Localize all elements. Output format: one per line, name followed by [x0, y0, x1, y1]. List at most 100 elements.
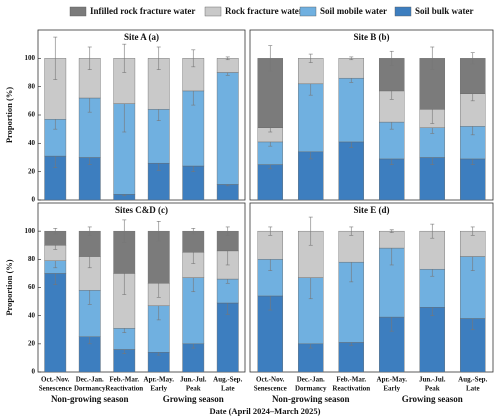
y-tick-label: 0: [32, 196, 36, 204]
bar-segment: [378, 121, 405, 160]
error-bar: [191, 49, 196, 68]
error-bar: [430, 46, 435, 70]
x-tick-sublabel: Peak: [425, 385, 440, 393]
error-bar: [308, 216, 313, 246]
error-bar: [53, 228, 58, 235]
y-tick-label: 80: [28, 255, 36, 263]
x-tick-label: Feb.-Mar.: [109, 376, 139, 384]
error-bar: [268, 226, 273, 236]
error-bar: [87, 226, 92, 236]
error-bar: [308, 53, 313, 63]
x-tick-label: Jun.-Jul.: [180, 376, 207, 384]
x-tick-sublabel: Senescence: [39, 385, 72, 393]
error-bar: [389, 50, 394, 66]
y-axis-label: Proportion (%): [4, 259, 14, 315]
y-tick-label: 100: [25, 54, 36, 62]
panel-title: Sites C&D (c): [115, 205, 168, 215]
y-tick-label: 20: [28, 167, 36, 175]
season-label: Non-growing season: [51, 394, 129, 404]
bar-segment: [338, 141, 365, 201]
legend-label: Soil bulk water: [415, 6, 474, 16]
bar-segment: [257, 230, 284, 260]
season-label: Growing season: [163, 394, 224, 404]
x-tick-label: Oct.-Nov.: [256, 376, 285, 384]
y-tick-label: 80: [28, 82, 36, 90]
bar-segment: [378, 230, 405, 249]
legend-swatch: [299, 6, 317, 17]
error-bar: [156, 221, 161, 242]
panel-title: Site E (d): [354, 205, 390, 215]
y-tick-label: 60: [28, 283, 36, 291]
error-bar: [225, 226, 230, 236]
error-bar: [53, 36, 58, 80]
bar-segment: [338, 77, 365, 143]
error-bar: [470, 52, 475, 65]
error-bar: [122, 43, 127, 73]
y-tick-label: 100: [25, 227, 36, 235]
legend-label: Rock fracture water: [225, 6, 303, 16]
x-tick-label: Aug.-Sep.: [213, 376, 242, 384]
y-axis-label: Proportion (%): [4, 87, 14, 143]
bar-segment: [216, 72, 239, 185]
bar-segment: [257, 164, 284, 201]
x-tick-label: Feb.-Mar.: [336, 376, 366, 384]
y-tick-label: 40: [28, 311, 36, 319]
error-bar: [470, 226, 475, 236]
x-tick-sublabel: Peak: [186, 385, 201, 393]
legend-swatch: [394, 6, 412, 17]
error-bar: [430, 223, 435, 239]
error-bar: [191, 228, 196, 235]
plot-frame: [249, 29, 494, 201]
error-bar: [225, 56, 230, 61]
error-bar: [156, 46, 161, 70]
bar-segment: [182, 230, 205, 253]
plot-frame: [249, 202, 494, 373]
legend-swatch: [69, 6, 87, 17]
panel-title: Site A (a): [124, 32, 159, 42]
y-tick-label: 60: [28, 111, 36, 119]
error-bar: [389, 229, 394, 233]
x-tick-sublabel: Late: [466, 385, 480, 393]
x-tick-sublabel: Dormancy: [295, 385, 327, 393]
x-tick-label: Apr.-May.: [144, 376, 175, 384]
x-tick-label: Apr.-May.: [377, 376, 408, 384]
bar-segment: [257, 295, 284, 373]
x-tick-sublabel: Late: [221, 385, 235, 393]
bar-segment: [419, 307, 446, 373]
bar-segment: [459, 158, 486, 201]
y-tick-label: 0: [32, 368, 36, 376]
error-bar: [268, 45, 273, 72]
x-tick-sublabel: Reactivation: [105, 385, 143, 393]
bar-segment: [338, 342, 365, 373]
y-tick-label: 40: [28, 139, 36, 147]
x-tick-label: Aug.-Sep.: [458, 376, 487, 384]
error-bar: [87, 46, 92, 70]
plot-frame: [37, 202, 246, 373]
x-tick-sublabel: Reactivation: [332, 385, 370, 393]
plot-frame: [37, 29, 246, 201]
bar-segment: [297, 151, 324, 201]
error-bar: [349, 56, 354, 61]
error-bar: [349, 226, 354, 236]
bar-segment: [378, 158, 405, 201]
y-tick-label: 20: [28, 339, 36, 347]
panel-title: Site B (b): [354, 32, 390, 42]
x-axis-label: Date (April 2024–March 2025): [209, 406, 320, 416]
season-label: Growing season: [402, 394, 463, 404]
x-tick-label: Jun.-Jul.: [419, 376, 446, 384]
error-bar: [122, 219, 127, 243]
season-label: Non-growing season: [272, 394, 350, 404]
bar-segment: [44, 273, 67, 373]
x-tick-label: Dec.-Jan.: [297, 376, 325, 384]
legend-swatch: [204, 6, 222, 17]
x-tick-sublabel: Early: [150, 385, 167, 393]
bar-segment: [216, 58, 239, 73]
x-tick-sublabel: Senescence: [254, 385, 287, 393]
x-tick-label: Oct.-Nov.: [41, 376, 70, 384]
x-tick-label: Dec.-Jan.: [76, 376, 104, 384]
bar-segment: [338, 230, 365, 263]
legend-label: Infilled rock fracture water: [90, 6, 195, 16]
x-tick-sublabel: Dormancy: [74, 385, 106, 393]
bar-segment: [338, 58, 365, 79]
